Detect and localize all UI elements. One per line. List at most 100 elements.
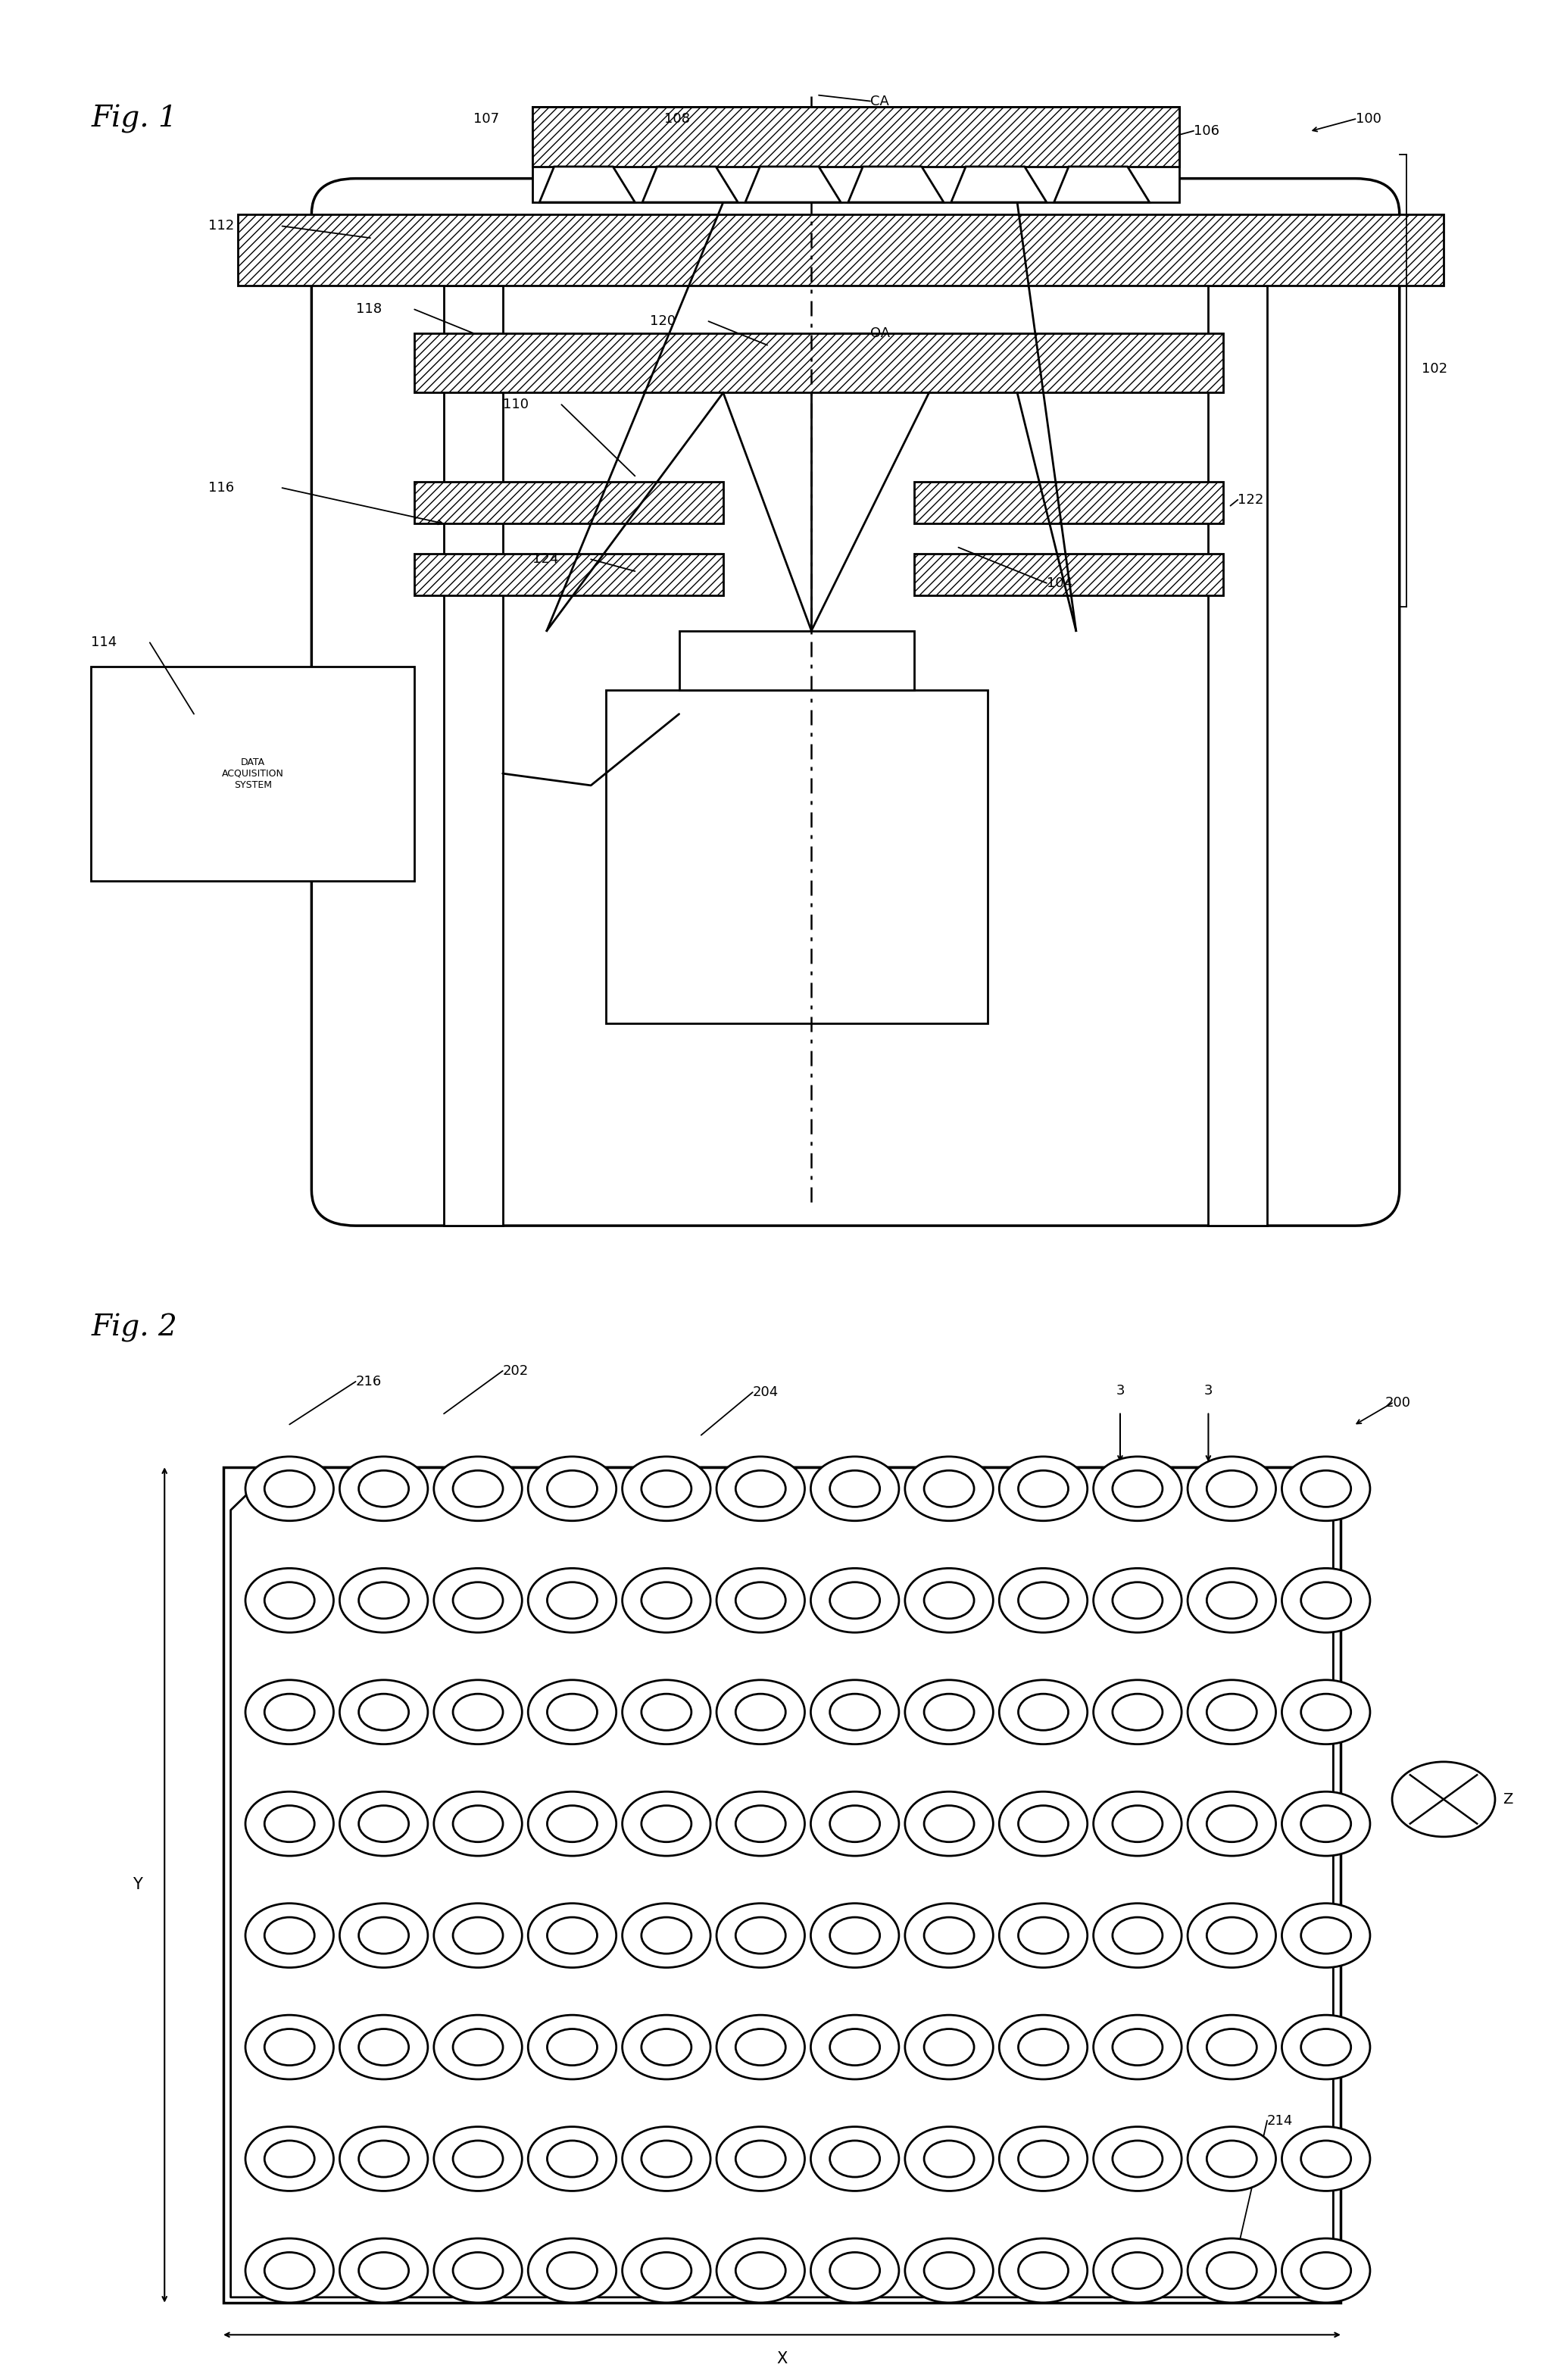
Circle shape — [264, 1695, 314, 1730]
Circle shape — [1018, 1806, 1068, 1842]
Text: OA: OA — [870, 326, 890, 340]
Circle shape — [433, 1457, 522, 1521]
Circle shape — [1093, 1904, 1182, 1968]
Circle shape — [1282, 1792, 1370, 1856]
Text: X: X — [777, 2351, 787, 2366]
Circle shape — [716, 2016, 805, 2080]
Circle shape — [1207, 2028, 1257, 2066]
Polygon shape — [540, 167, 635, 202]
Bar — [915, 483, 1223, 524]
Circle shape — [906, 1680, 993, 1745]
Circle shape — [622, 2237, 710, 2304]
Circle shape — [999, 2016, 1087, 2080]
Circle shape — [906, 2237, 993, 2304]
Circle shape — [622, 1457, 710, 1521]
Circle shape — [547, 2028, 597, 2066]
Text: Fig. 2: Fig. 2 — [91, 1314, 177, 1342]
Bar — [414, 483, 723, 524]
Circle shape — [1093, 1792, 1182, 1856]
Circle shape — [1301, 1695, 1351, 1730]
Bar — [414, 333, 1223, 393]
Circle shape — [810, 1568, 899, 1633]
Circle shape — [1207, 1806, 1257, 1842]
Bar — [238, 214, 1444, 286]
Text: 104: 104 — [1046, 576, 1073, 590]
Bar — [91, 666, 414, 881]
Circle shape — [735, 2140, 785, 2178]
Polygon shape — [1054, 167, 1150, 202]
Circle shape — [433, 1680, 522, 1745]
Text: DATA
ACQUISITION
SYSTEM: DATA ACQUISITION SYSTEM — [222, 757, 283, 790]
Circle shape — [830, 1918, 881, 1954]
Circle shape — [246, 1904, 333, 1968]
Circle shape — [622, 2016, 710, 2080]
Circle shape — [716, 1457, 805, 1521]
Polygon shape — [951, 167, 1046, 202]
Circle shape — [641, 1918, 691, 1954]
Circle shape — [264, 1806, 314, 1842]
Circle shape — [641, 1806, 691, 1842]
Circle shape — [810, 1680, 899, 1745]
Circle shape — [1301, 1471, 1351, 1507]
Circle shape — [830, 2251, 881, 2290]
Circle shape — [454, 2140, 504, 2178]
Circle shape — [246, 1457, 333, 1521]
Circle shape — [1112, 2028, 1162, 2066]
Circle shape — [264, 1471, 314, 1507]
Circle shape — [547, 1583, 597, 1618]
Circle shape — [1112, 1918, 1162, 1954]
Circle shape — [246, 2128, 333, 2192]
Circle shape — [924, 2028, 974, 2066]
Circle shape — [999, 1680, 1087, 1745]
Circle shape — [547, 1471, 597, 1507]
Circle shape — [810, 1792, 899, 1856]
Circle shape — [1112, 1471, 1162, 1507]
Circle shape — [1018, 2251, 1068, 2290]
Circle shape — [830, 2028, 881, 2066]
Bar — [679, 631, 915, 690]
Text: 3: 3 — [1204, 1385, 1212, 1397]
Circle shape — [641, 2028, 691, 2066]
Circle shape — [1093, 2016, 1182, 2080]
Circle shape — [1207, 1471, 1257, 1507]
Circle shape — [1187, 1680, 1276, 1745]
Text: 214: 214 — [1267, 2113, 1293, 2128]
Text: 122: 122 — [1237, 493, 1264, 507]
Circle shape — [735, 1471, 785, 1507]
Circle shape — [810, 2128, 899, 2192]
Circle shape — [339, 1568, 429, 1633]
Circle shape — [641, 1695, 691, 1730]
Circle shape — [433, 1904, 522, 1968]
Circle shape — [1018, 1695, 1068, 1730]
Text: 100: 100 — [1356, 112, 1381, 126]
Circle shape — [264, 2140, 314, 2178]
Circle shape — [1018, 2140, 1068, 2178]
Circle shape — [547, 1918, 597, 1954]
Circle shape — [358, 1583, 408, 1618]
Circle shape — [1301, 2140, 1351, 2178]
Circle shape — [924, 2140, 974, 2178]
Circle shape — [716, 1680, 805, 1745]
Circle shape — [924, 1918, 974, 1954]
Circle shape — [1187, 1904, 1276, 1968]
Circle shape — [830, 1583, 881, 1618]
Circle shape — [433, 1792, 522, 1856]
Circle shape — [1112, 2140, 1162, 2178]
Circle shape — [454, 1471, 504, 1507]
Circle shape — [547, 2251, 597, 2290]
Circle shape — [264, 1918, 314, 1954]
Circle shape — [906, 1457, 993, 1521]
Circle shape — [547, 1695, 597, 1730]
Circle shape — [358, 2028, 408, 2066]
Circle shape — [454, 1806, 504, 1842]
Bar — [1209, 286, 1267, 1226]
Polygon shape — [643, 167, 738, 202]
Circle shape — [622, 2128, 710, 2192]
Text: 106: 106 — [1193, 124, 1220, 138]
Circle shape — [246, 1792, 333, 1856]
Bar — [532, 107, 1179, 167]
Circle shape — [716, 2237, 805, 2304]
Circle shape — [246, 2237, 333, 2304]
Circle shape — [810, 2237, 899, 2304]
Circle shape — [735, 1806, 785, 1842]
